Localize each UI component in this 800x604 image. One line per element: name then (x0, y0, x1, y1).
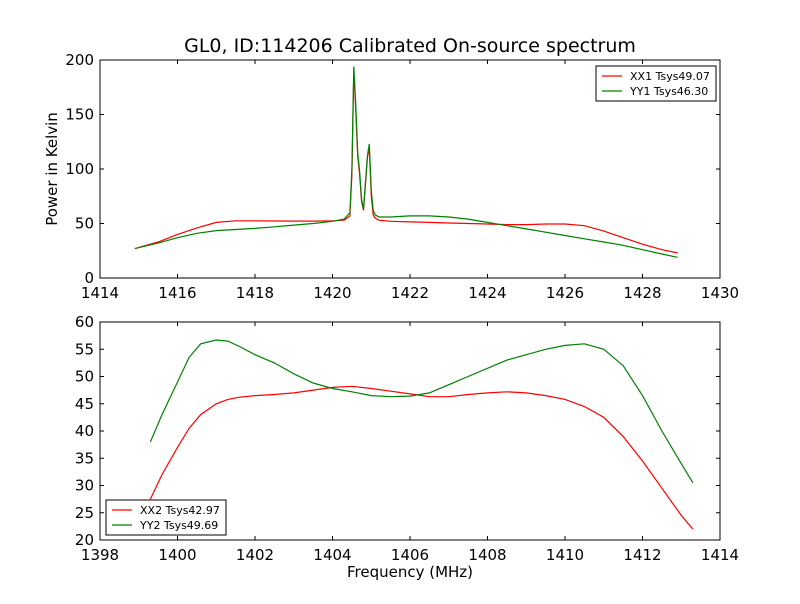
x-tick-label: 1400 (158, 546, 196, 564)
legend-box (595, 65, 717, 102)
x-tick-label: 1424 (468, 284, 506, 302)
bottom-x-axis-label: Frequency (MHz) (347, 563, 473, 581)
x-tick-label: 1410 (546, 546, 584, 564)
y-tick-label: 40 (75, 422, 94, 440)
legend: XX1 Tsys49.07 YY1 Tsys46.30 (595, 65, 717, 102)
y-tick-label: 25 (75, 504, 94, 522)
y-tick-label: 100 (65, 160, 94, 178)
y-tick-label: 45 (75, 395, 94, 413)
series-line-2 (134, 66, 678, 258)
y-tick-label: 50 (75, 215, 94, 233)
legend-entry-label: XX2 Tsys42.97 (140, 504, 220, 517)
y-tick-label: 30 (75, 477, 94, 495)
x-tick-label: 1418 (236, 284, 274, 302)
x-tick-label: 1428 (623, 284, 661, 302)
chart-title: GL0, ID:114206 Calibrated On-source spec… (184, 35, 636, 57)
y-tick-label: 0 (84, 269, 94, 287)
y-tick-label: 60 (75, 313, 94, 331)
legend-entry-label: XX1 Tsys49.07 (630, 70, 710, 83)
bottom-panel: 1398 1400 1402 1404 1406 1408 1410 1412 1414 20 25… (75, 313, 739, 564)
x-tick-label: 1414 (81, 284, 119, 302)
x-tick-label: 1426 (546, 284, 584, 302)
top-y-axis-label: Power in Kelvin (43, 112, 61, 226)
legend-entry-label: YY1 Tsys46.30 (629, 85, 708, 98)
legend-box (105, 499, 227, 536)
x-tick-label: 1414 (701, 546, 739, 564)
x-tick-label: 1408 (468, 546, 506, 564)
legend-entry-label: YY2 Tsys49.69 (139, 519, 218, 532)
legend: XX2 Tsys42.97 YY2 Tsys49.69 (105, 499, 227, 536)
x-tick-label: 1416 (158, 284, 196, 302)
x-tick-label: 1404 (313, 546, 351, 564)
x-tick-label: 1430 (701, 284, 739, 302)
x-tick-label: 1406 (391, 546, 429, 564)
x-tick-label: 1420 (313, 284, 351, 302)
x-tick-label: 1402 (236, 546, 274, 564)
y-tick-label: 50 (75, 368, 94, 386)
x-tick-label: 1422 (391, 284, 429, 302)
y-tick-label: 150 (65, 106, 94, 124)
y-tick-label: 35 (75, 449, 94, 467)
y-tick-label: 55 (75, 340, 94, 358)
series-line-1 (149, 385, 694, 530)
y-tick-label: 20 (75, 531, 94, 549)
top-panel: 1414 1416 1418 1420 1422 1424 1426 1428 1430 0 50 1… (65, 51, 739, 302)
y-tick-label: 200 (65, 51, 94, 69)
series-line-2 (149, 339, 694, 484)
x-tick-label: 1412 (623, 546, 661, 564)
x-tick-label: 1398 (81, 546, 119, 564)
